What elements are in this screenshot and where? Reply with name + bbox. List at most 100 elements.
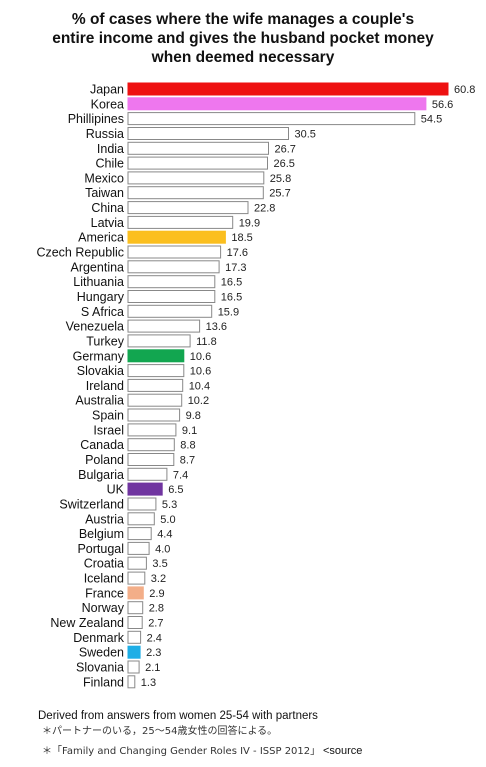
value-label: 25.8	[270, 173, 291, 185]
bar-denmark	[127, 630, 142, 644]
category-label: Bulgaria	[78, 468, 124, 482]
category-label: America	[78, 231, 124, 245]
bar-slovania	[127, 660, 140, 674]
category-label: Venezuela	[66, 320, 124, 334]
value-label: 16.5	[221, 292, 242, 304]
value-label: 11.8	[196, 336, 217, 348]
chart-title-line: when deemed necessary	[151, 49, 335, 66]
bar-taiwan	[127, 186, 264, 200]
category-label: Spain	[92, 409, 124, 423]
category-label: Latvia	[91, 216, 124, 230]
category-label: Japan	[90, 83, 124, 97]
value-label: 2.7	[148, 618, 163, 630]
value-label: 26.5	[274, 158, 295, 170]
bar-hungary	[127, 290, 216, 303]
value-label: 4.0	[155, 543, 170, 555]
category-label: Denmark	[73, 631, 124, 645]
bar-switzerland	[127, 497, 157, 511]
value-label: 10.6	[190, 351, 211, 363]
value-label: 17.3	[225, 262, 246, 274]
category-label: Sweden	[79, 646, 124, 660]
category-label: S Africa	[81, 305, 124, 319]
category-label: Turkey	[86, 334, 124, 348]
bar-israel	[127, 423, 177, 437]
value-label: 17.6	[227, 247, 248, 259]
value-label: 26.7	[275, 143, 296, 155]
value-label: 13.6	[206, 321, 227, 333]
bar-latvia	[127, 215, 234, 229]
bar-s-africa	[127, 304, 213, 318]
bar-finland	[127, 675, 136, 689]
bar-norway	[127, 601, 144, 615]
category-label: Iceland	[84, 572, 124, 586]
category-label: New Zealand	[50, 616, 124, 630]
bar-sweden	[127, 645, 141, 659]
value-label: 18.5	[231, 232, 252, 244]
bar-croatia	[127, 556, 147, 570]
bar-poland	[127, 453, 175, 466]
bar-germany	[127, 349, 185, 363]
category-label: Austria	[85, 512, 124, 526]
category-label: Lithuania	[73, 275, 124, 289]
value-label: 22.8	[254, 203, 275, 215]
value-label: 5.0	[160, 514, 175, 526]
category-label: Portugal	[77, 542, 124, 556]
value-label: 25.7	[269, 188, 290, 200]
value-label: 7.4	[173, 469, 188, 481]
bar-chile	[127, 156, 268, 170]
bar-uk	[127, 482, 163, 496]
bar-canada	[127, 438, 175, 452]
chart-title-line: % of cases where the wife manages a coup…	[71, 11, 415, 28]
chart-title: % of cases where the wife manages a coup…	[0, 10, 486, 67]
category-label: Russia	[86, 127, 124, 141]
bar-france	[127, 586, 144, 600]
bar-venezuela	[127, 319, 201, 333]
category-label: Croatia	[84, 557, 124, 571]
category-label: Taiwan	[85, 186, 124, 200]
value-label: 9.1	[182, 425, 197, 437]
value-label: 30.5	[295, 129, 316, 141]
bar-japan	[127, 82, 449, 96]
value-label: 5.3	[162, 499, 177, 511]
category-label: Mexico	[84, 171, 124, 185]
category-label: India	[97, 142, 124, 156]
value-label: 16.5	[221, 277, 242, 289]
category-label: Argentina	[70, 260, 124, 274]
derived-note: Derived from answers from women 25-54 wi…	[38, 710, 318, 722]
category-label: Australia	[75, 394, 124, 408]
category-label: UK	[107, 483, 125, 497]
value-label: 10.2	[188, 395, 209, 407]
value-label: 2.4	[147, 632, 162, 644]
value-label: 1.3	[141, 677, 156, 689]
category-label: China	[91, 201, 124, 215]
category-label: France	[85, 586, 124, 600]
chart-title-line: entire income and gives the husband pock…	[52, 30, 434, 47]
source-title: ＊「Family and Changing Gender Roles IV - …	[42, 746, 321, 757]
bar-america	[127, 230, 226, 244]
bar-portugal	[127, 541, 150, 555]
bar-india	[127, 141, 269, 155]
category-label: Chile	[96, 157, 125, 171]
category-label: Hungary	[77, 290, 125, 304]
bar-belgium	[127, 527, 152, 541]
value-label: 2.3	[146, 647, 161, 659]
value-label: 10.6	[190, 366, 211, 378]
japanese-note: ＊パートナーのいる，25～54歳女性の回答による。	[42, 726, 278, 737]
bar-new-zealand	[127, 616, 143, 629]
bar-china	[127, 201, 249, 215]
value-label: 56.6	[432, 99, 453, 111]
category-label: Canada	[80, 438, 124, 452]
bar-argentina	[127, 260, 220, 274]
bar-turkey	[127, 334, 191, 348]
bar-austria	[127, 512, 155, 526]
bar-iceland	[127, 571, 146, 585]
bar-bulgaria	[127, 467, 168, 481]
bar-slovakia	[127, 364, 185, 378]
category-label: Finland	[83, 675, 124, 689]
bar-russia	[127, 127, 289, 140]
category-label: Israel	[93, 423, 124, 437]
value-label: 2.9	[149, 588, 164, 600]
category-label: Norway	[82, 601, 125, 615]
value-label: 60.8	[454, 84, 475, 96]
value-label: 3.5	[152, 558, 167, 570]
